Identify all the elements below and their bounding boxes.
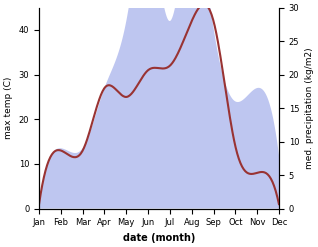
Y-axis label: max temp (C): max temp (C) [4,77,13,139]
X-axis label: date (month): date (month) [123,233,195,243]
Y-axis label: med. precipitation (kg/m2): med. precipitation (kg/m2) [305,47,314,169]
